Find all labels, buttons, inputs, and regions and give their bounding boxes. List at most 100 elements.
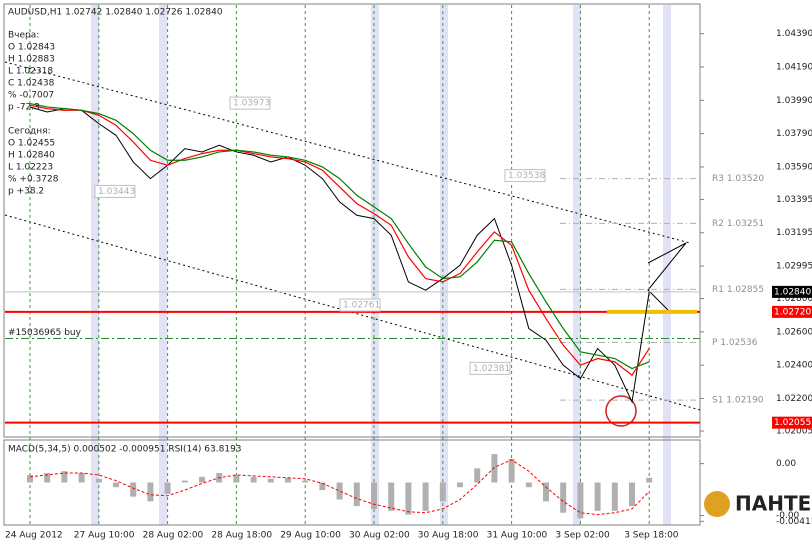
macd-bar xyxy=(95,478,102,483)
macd-bar xyxy=(353,482,360,507)
macd-bar xyxy=(113,482,119,488)
macd-bar xyxy=(371,482,377,509)
macd-bar xyxy=(78,473,85,483)
price-mark-box xyxy=(229,96,271,110)
y-tick-label: 1.03395 xyxy=(776,195,812,205)
macd-bar xyxy=(181,480,188,483)
y-tick-label: 1.03790 xyxy=(776,129,812,139)
macd-bar xyxy=(302,480,309,483)
x-tick-label: 24 Aug 2012 xyxy=(5,531,63,541)
session-band xyxy=(371,5,379,525)
y-tick-label: 1.04190 xyxy=(776,62,812,72)
macd-bar xyxy=(629,482,635,507)
price-mark-label: 1.03538 xyxy=(508,171,545,181)
price-mark-box xyxy=(469,361,511,375)
macd-bar xyxy=(405,482,412,515)
pivot-label: S1 1.02190 xyxy=(712,396,764,406)
price-pane xyxy=(3,3,701,438)
x-tick-label: 3 Sep 02:00 xyxy=(555,531,610,541)
price-mark-box xyxy=(339,298,381,312)
y-tick-label: 1.03195 xyxy=(776,228,812,238)
macd-bar xyxy=(439,482,446,502)
price-mark-label: 1.02761 xyxy=(343,301,380,311)
price-mark-box xyxy=(94,184,136,198)
macd-bar xyxy=(233,474,240,483)
session-band xyxy=(91,5,99,525)
macd-bar xyxy=(199,476,205,483)
macd-bar xyxy=(319,482,326,491)
order-label: #15036965 buy xyxy=(8,328,82,338)
macd-bar xyxy=(44,473,51,483)
macd-bar xyxy=(147,482,154,502)
pivot-label: R2 1.03251 xyxy=(712,219,764,229)
session-bands xyxy=(91,5,671,525)
price-box xyxy=(772,285,812,298)
session-band xyxy=(159,5,167,525)
x-tick-label: 3 Sep 18:00 xyxy=(624,531,679,541)
x-tick-label: 28 Aug 02:00 xyxy=(143,531,204,541)
macd-bar xyxy=(164,482,171,494)
moving-average xyxy=(29,103,650,370)
info-line: H 1.02883 xyxy=(8,55,55,65)
channel-line xyxy=(4,61,691,244)
info-line: L 1.02318 xyxy=(8,67,53,77)
macd-bar xyxy=(508,458,515,483)
macd-bar xyxy=(27,474,33,483)
macd-bar xyxy=(130,482,137,497)
highlight-circle xyxy=(605,395,637,427)
level-box xyxy=(772,416,812,429)
macd-bar xyxy=(474,468,481,483)
price-mark-box xyxy=(504,169,546,183)
info-line: % +0.3728 xyxy=(8,175,59,185)
pivot-label: R3 1.03520 xyxy=(712,174,764,184)
macd-bar xyxy=(61,471,68,483)
macd-bar xyxy=(267,478,274,483)
x-tick-label: 28 Aug 18:00 xyxy=(211,531,272,541)
macd-bar xyxy=(560,482,567,513)
macd-bar xyxy=(388,482,395,511)
macd-bar xyxy=(594,482,601,511)
moving-average xyxy=(29,104,650,377)
info-line: O 1.02843 xyxy=(8,43,55,53)
info-line: % -0.7007 xyxy=(8,91,54,101)
macd-bar xyxy=(577,482,584,519)
price-line xyxy=(29,106,650,404)
macd-bar xyxy=(611,482,618,511)
macd-bar xyxy=(543,482,549,502)
x-tick-label: 29 Aug 10:00 xyxy=(280,531,341,541)
macd-bar xyxy=(457,482,463,488)
macd-bar xyxy=(491,454,498,483)
price-mark-label: 1.03443 xyxy=(98,187,135,197)
signal-line xyxy=(29,459,650,516)
x-tick-label: 27 Aug 10:00 xyxy=(74,531,135,541)
y-tick-label: 1.02005 xyxy=(776,427,812,437)
order-highlight xyxy=(607,309,697,314)
x-tick-label: 30 Aug 18:00 xyxy=(418,531,479,541)
x-tick-label: 31 Aug 10:00 xyxy=(487,531,548,541)
price-mark-label: 1.03973 xyxy=(233,99,270,109)
pivot-label: R1 1.02855 xyxy=(712,285,764,295)
logo-mark xyxy=(704,491,730,517)
info-line: H 1.02840 xyxy=(8,151,55,161)
macd-bar xyxy=(422,482,429,511)
macd-bar xyxy=(646,477,653,483)
level-box xyxy=(772,305,812,318)
price-label: 1.02840 xyxy=(774,287,811,297)
y-tick-label: 1.03590 xyxy=(776,162,812,172)
y-tick-label: 1.02995 xyxy=(776,262,812,272)
info-line: p -72.3 xyxy=(8,103,40,113)
chart-title: AUDUSD,H1 1.02742 1.02840 1.02726 1.0284… xyxy=(8,8,223,18)
session-band xyxy=(573,5,581,525)
y-tick-label: -0.00 xyxy=(776,511,800,521)
pivot-label: P 1.02536 xyxy=(712,338,758,348)
info-line: C 1.02438 xyxy=(8,79,55,89)
session-band xyxy=(440,5,448,525)
macd-bar xyxy=(336,482,343,500)
macd-bar xyxy=(525,482,532,488)
price-mark-label: 1.02381 xyxy=(473,364,510,374)
y-tick-label: 1.02800 xyxy=(776,294,812,304)
info-line: Вчера: xyxy=(8,31,39,41)
